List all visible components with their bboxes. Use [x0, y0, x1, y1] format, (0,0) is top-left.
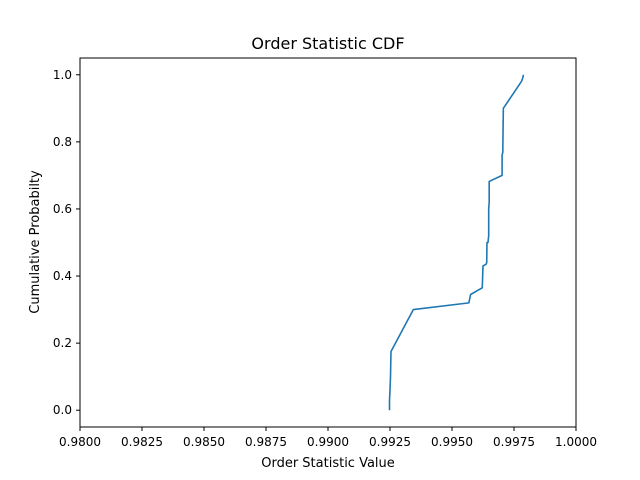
- y-tick-label: 1.0: [53, 68, 72, 82]
- cdf-series-line: [388, 74, 525, 411]
- x-tick-label: 0.9975: [493, 435, 535, 449]
- y-axis-label: Cumulative Probabilty: [28, 170, 43, 314]
- y-axis-ticks: 0.0 0.2 0.4 0.6 0.8 1.0: [53, 68, 80, 417]
- x-tick-label: 0.9900: [307, 435, 349, 449]
- x-axis-label: Order Statistic Value: [261, 456, 395, 471]
- y-tick-label: 0.2: [53, 336, 72, 350]
- chart-title: Order Statistic CDF: [251, 34, 404, 53]
- x-tick-label: 0.9850: [183, 435, 225, 449]
- plot-series: [388, 74, 525, 411]
- x-tick-label: 1.0000: [555, 435, 597, 449]
- y-tick-label: 0.0: [53, 403, 72, 417]
- plot-frame: [79, 57, 577, 428]
- x-axis-ticks: 0.9800 0.9825 0.9850 0.9875 0.9900 0.9925 0.99…: [59, 427, 597, 449]
- y-tick-label: 0.8: [53, 135, 72, 149]
- x-tick-label: 0.9950: [431, 435, 473, 449]
- x-tick-label: 0.9800: [59, 435, 101, 449]
- y-tick-label: 0.4: [53, 269, 72, 283]
- x-tick-label: 0.9875: [245, 435, 287, 449]
- y-tick-label: 0.6: [53, 202, 72, 216]
- x-tick-label: 0.9925: [369, 435, 411, 449]
- x-tick-label: 0.9825: [121, 435, 163, 449]
